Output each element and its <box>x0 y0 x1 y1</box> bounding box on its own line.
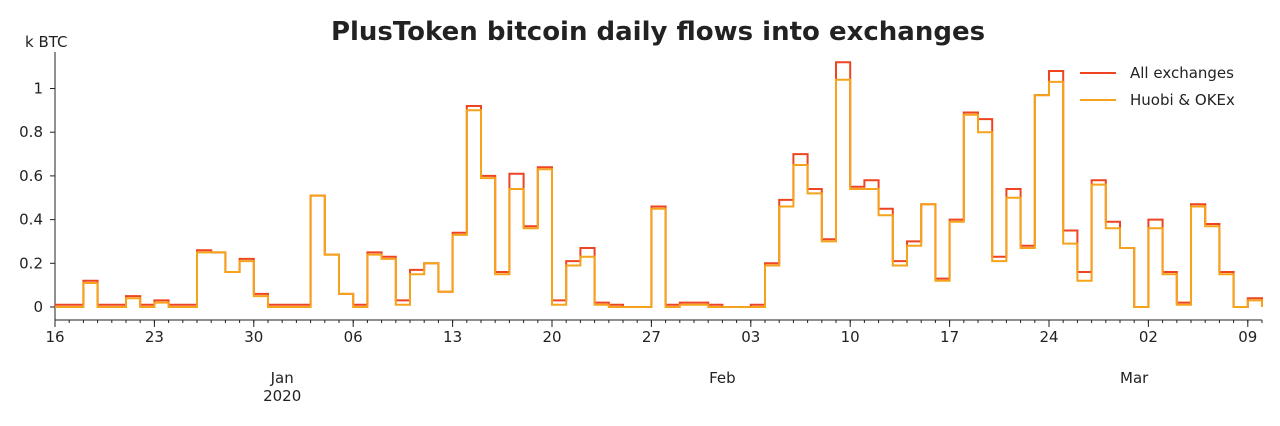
x-tick-label: 23 <box>145 328 164 346</box>
x-tick-label: 20 <box>542 328 561 346</box>
x-tick-label: 03 <box>741 328 760 346</box>
x-tick-label: 24 <box>1039 328 1058 346</box>
x-tick-label: 13 <box>443 328 462 346</box>
legend-label: Huobi & OKEx <box>1130 91 1235 109</box>
legend-label: All exchanges <box>1130 64 1234 82</box>
x-tick-label: 09 <box>1238 328 1257 346</box>
x-tick-label: 16 <box>45 328 64 346</box>
x-tick-label: 10 <box>841 328 860 346</box>
axes: 0 0.2 0.4 0.6 0.8 1 16 23 30 06 13 20 27 03 10 17 24 02 09… <box>19 52 1263 405</box>
x-tick-label: 30 <box>244 328 263 346</box>
y-tick-label: 0.6 <box>19 167 43 185</box>
x-tick-label: 06 <box>344 328 363 346</box>
x-tick-label: 17 <box>940 328 959 346</box>
y-tick-label: 1 <box>33 80 43 98</box>
series-lines <box>55 61 1263 308</box>
month-label: Feb <box>709 369 736 387</box>
y-tick-label: 0.2 <box>19 254 43 272</box>
y-axis-label: k BTC <box>25 33 68 51</box>
y-tick-label: 0.4 <box>19 211 43 229</box>
x-tick-label: 02 <box>1139 328 1158 346</box>
year-label: 2020 <box>263 387 301 405</box>
legend: All exchanges Huobi & OKEx <box>1080 64 1235 109</box>
x-tick-label: 27 <box>642 328 661 346</box>
y-tick-label: 0.8 <box>19 123 43 141</box>
chart-title: PlusToken bitcoin daily flows into excha… <box>331 17 985 47</box>
month-label: Mar <box>1120 369 1149 387</box>
series-huobi-okex <box>55 78 1263 308</box>
month-label: Jan <box>270 369 294 387</box>
y-tick-label: 0 <box>33 298 43 316</box>
